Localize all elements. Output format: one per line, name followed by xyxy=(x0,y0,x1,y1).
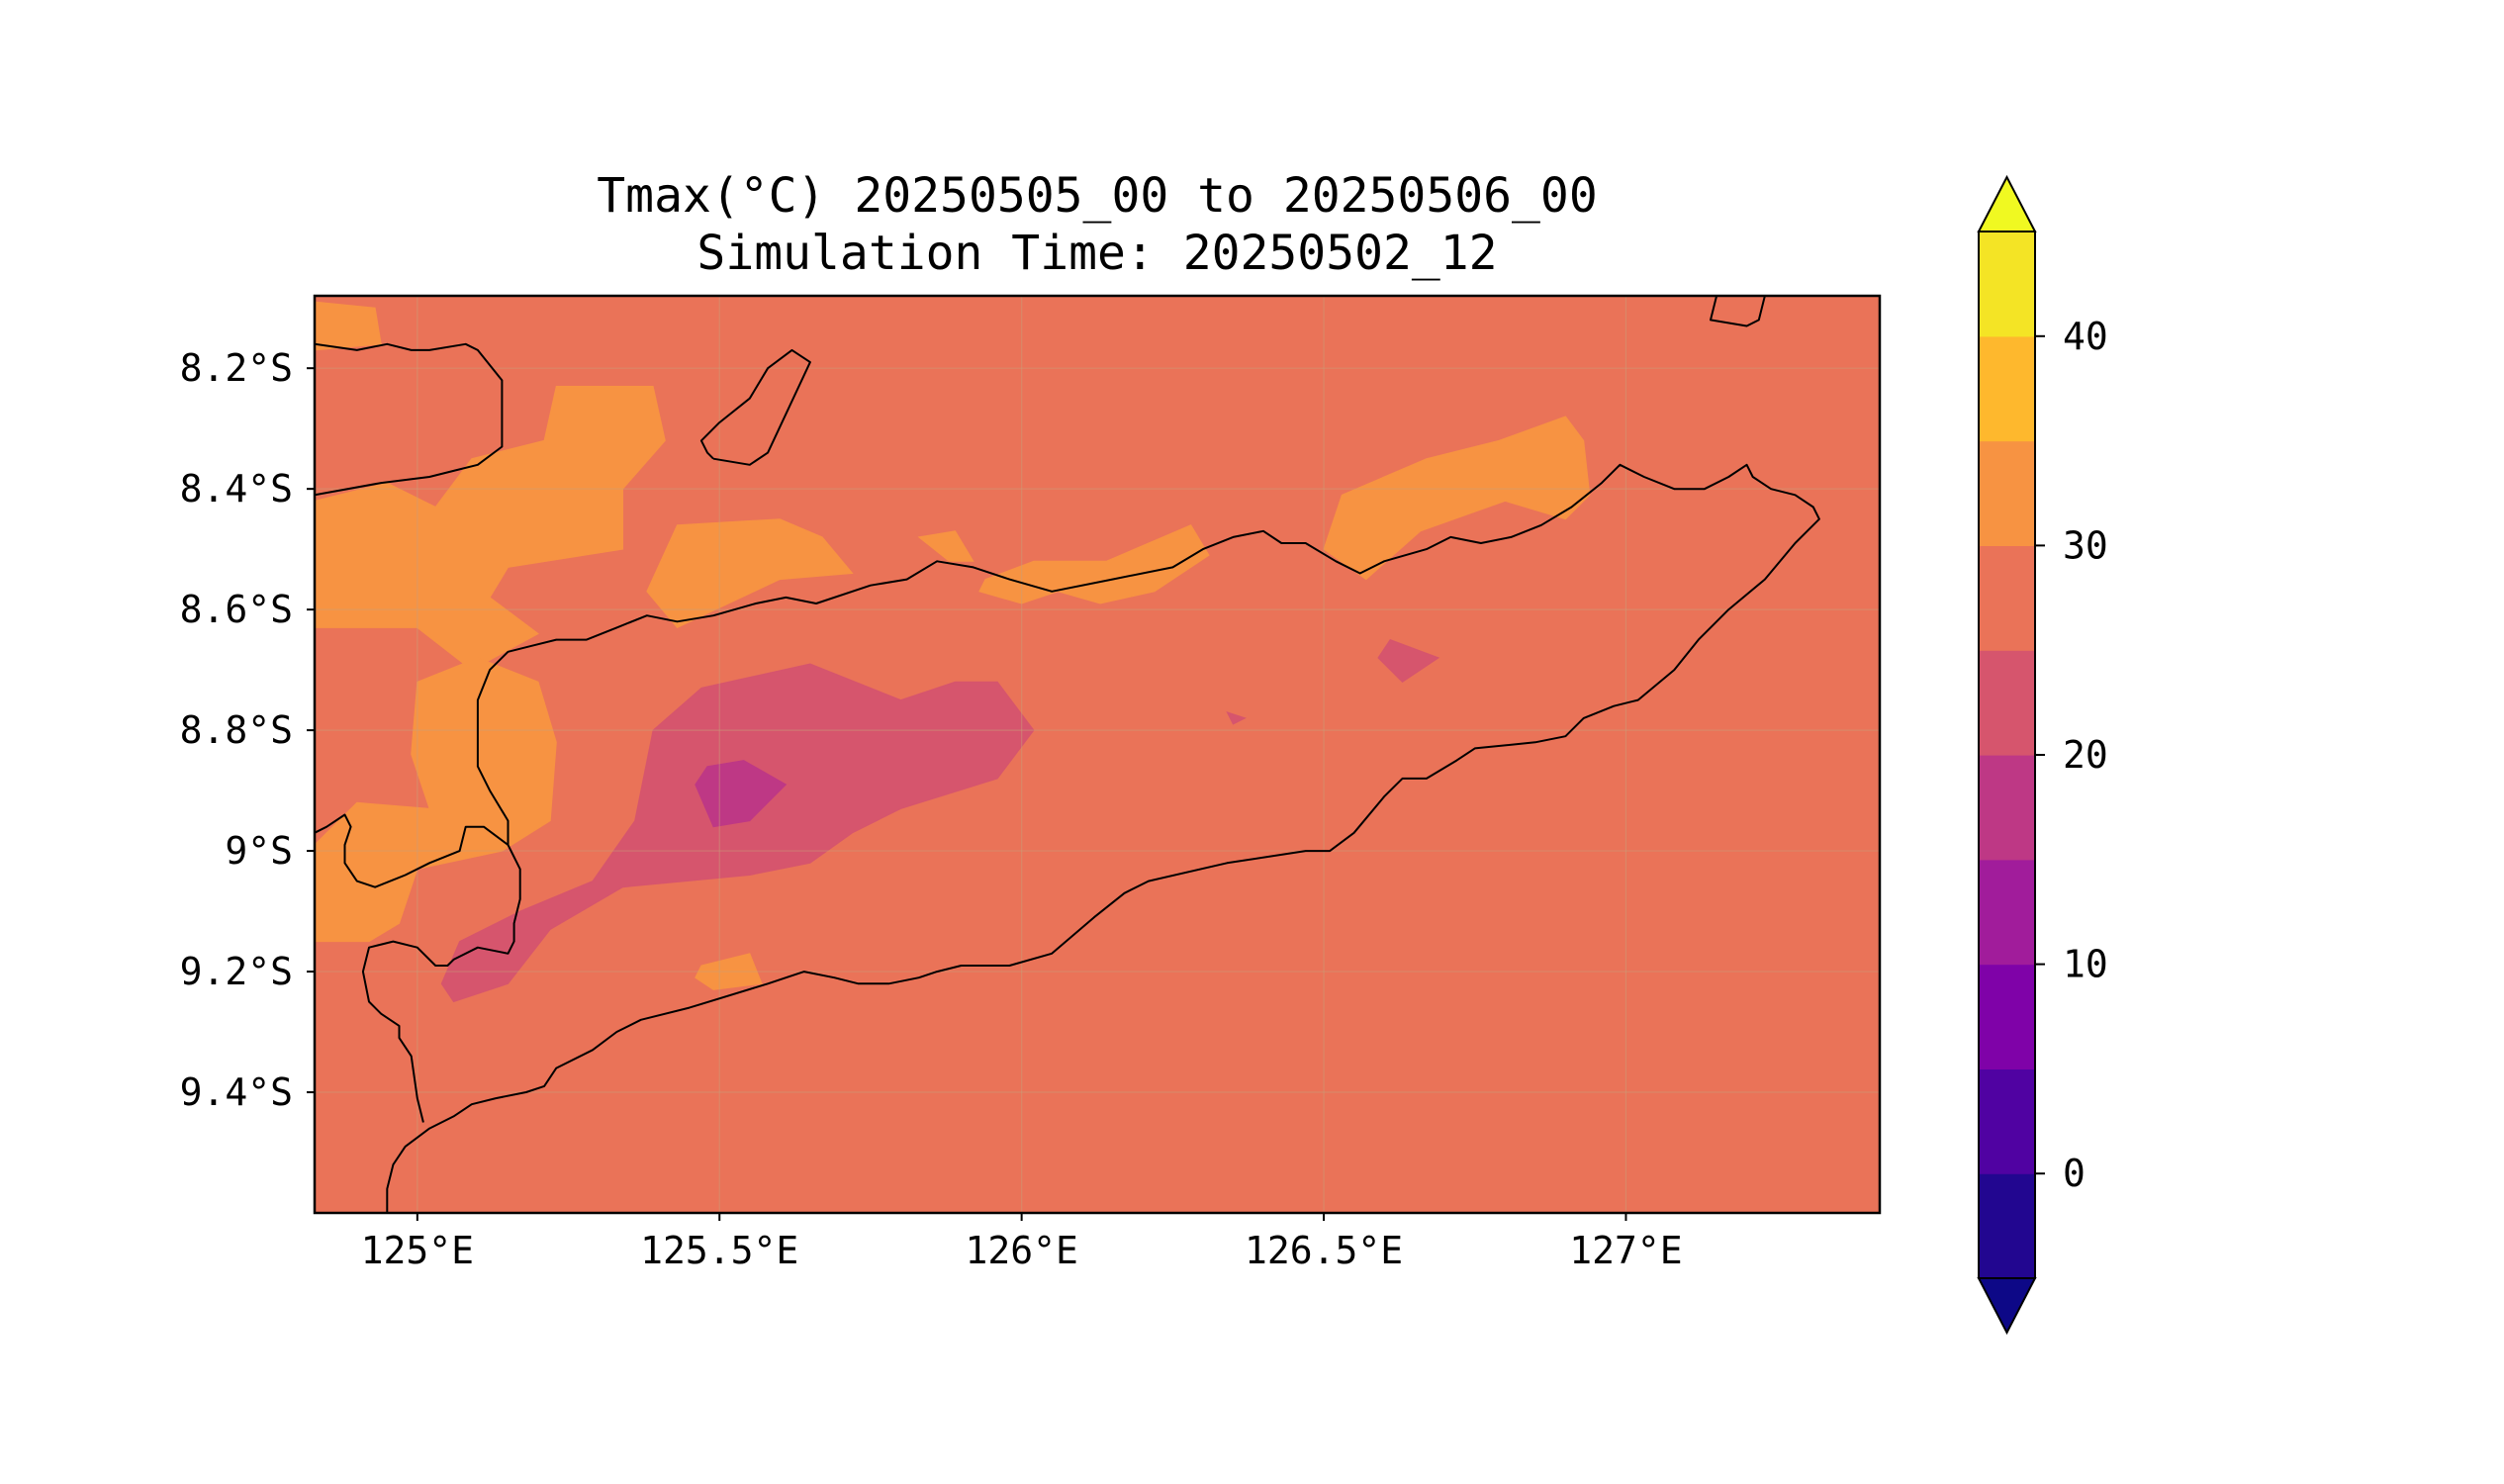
colorbar-tick-label-0: 0 xyxy=(2063,1152,2086,1195)
chart-title: Tmax(°C) 20250505_00 to 20250506_00 xyxy=(597,168,1597,224)
colorbar-over-arrow xyxy=(1977,174,2037,232)
colorbar-band-5 xyxy=(1979,650,2035,756)
coastline-4 xyxy=(361,844,521,1123)
temperature-region-8 xyxy=(440,663,1035,1003)
colorbar-tick-label-4: 40 xyxy=(2063,315,2108,358)
colorbar-band-8 xyxy=(1979,335,2035,442)
y-axis-ticks: 8.2°S 8.4°S 8.6°S 8.8°S 9°S 9.2°S 9.4°S xyxy=(180,346,315,1114)
y-tick-label-1: 8.4°S xyxy=(180,467,293,510)
x-tick-label-3: 126.5°E xyxy=(1245,1229,1403,1272)
y-tick-label-6: 9.4°S xyxy=(180,1070,293,1114)
colorbar-band-1 xyxy=(1979,1068,2035,1174)
colorbar-tick-label-2: 20 xyxy=(2063,733,2108,777)
colorbar: 0 10 20 30 40 xyxy=(1977,174,2108,1336)
y-tick-label-0: 8.2°S xyxy=(180,346,293,390)
x-tick-label-4: 127°E xyxy=(1569,1229,1682,1272)
temperature-region-0 xyxy=(315,301,382,351)
y-tick-label-5: 9.2°S xyxy=(180,950,293,993)
colorbar-under-arrow xyxy=(1977,1277,2037,1336)
temperature-region-10 xyxy=(1226,710,1247,725)
y-tick-label-3: 8.8°S xyxy=(180,708,293,752)
temperature-region-4 xyxy=(917,530,974,562)
colorbar-band-4 xyxy=(1979,755,2035,861)
coastlines xyxy=(315,296,1820,1213)
temperature-region-5 xyxy=(978,524,1210,604)
temperature-region-2 xyxy=(315,657,557,943)
colorbar-band-9 xyxy=(1979,232,2035,337)
temperature-region-11 xyxy=(695,760,788,828)
colorbar-band-2 xyxy=(1979,964,2035,1069)
coastline-0 xyxy=(315,342,504,497)
colorbar-tick-label-1: 10 xyxy=(2063,943,2108,986)
coastline-5 xyxy=(1710,296,1766,327)
temperature-region-6 xyxy=(1323,416,1591,581)
map-plot xyxy=(313,294,1882,1215)
coastline-2 xyxy=(386,463,1820,1213)
x-tick-label-1: 125.5°E xyxy=(640,1229,798,1272)
temperature-region-9 xyxy=(1377,638,1440,683)
x-tick-label-2: 126°E xyxy=(965,1229,1077,1272)
coastline-1 xyxy=(699,348,811,466)
colorbar-band-3 xyxy=(1979,859,2035,966)
map-frame xyxy=(313,294,1882,1215)
y-tick-label-2: 8.6°S xyxy=(180,588,293,631)
chart-subtitle: Simulation Time: 20250502_12 xyxy=(696,226,1497,281)
x-tick-label-0: 125°E xyxy=(361,1229,474,1272)
y-tick-label-4: 9°S xyxy=(225,829,293,873)
x-axis-ticks: 125°E 125.5°E 126°E 126.5°E 127°E xyxy=(361,1213,1683,1272)
colorbar-tick-label-3: 30 xyxy=(2063,523,2108,567)
colorbar-band-7 xyxy=(1979,440,2035,546)
temperature-region-7 xyxy=(695,953,763,990)
coastline-3 xyxy=(315,813,510,888)
temperature-region-3 xyxy=(646,518,854,629)
gridlines xyxy=(315,296,1880,1213)
colorbar-band-0 xyxy=(1979,1173,2035,1279)
temperature-regions xyxy=(315,301,1591,1003)
colorbar-band-6 xyxy=(1979,545,2035,651)
